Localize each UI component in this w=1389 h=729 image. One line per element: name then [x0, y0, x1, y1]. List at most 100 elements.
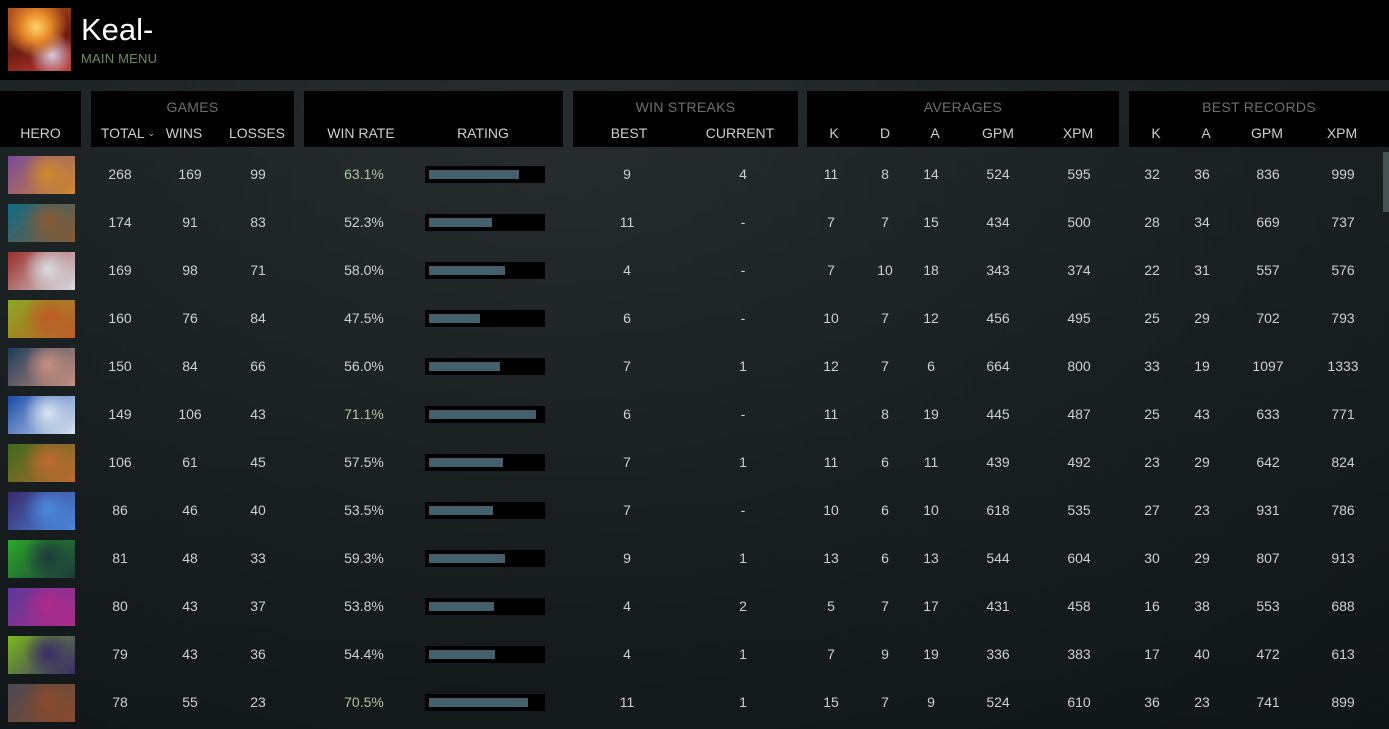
cell-avg-a: 19 [923, 406, 939, 422]
cell-avg-gpm: 434 [986, 214, 1010, 230]
main-menu-link[interactable]: MAIN MENU [81, 51, 158, 66]
cell-streak-best: 7 [623, 502, 631, 518]
hero-portrait-icon[interactable] [8, 684, 75, 722]
column-header-avg-a[interactable]: A [930, 125, 940, 141]
cell-avg-a: 15 [923, 214, 939, 230]
cell-streak-current: 1 [739, 646, 747, 662]
column-header-avg-k[interactable]: K [829, 125, 839, 141]
hero-portrait-icon[interactable] [8, 636, 75, 674]
column-header-wins[interactable]: WINS [165, 125, 203, 141]
header-games-group: GAMES TOTAL ⌄ WINS LOSSES [91, 91, 294, 147]
hero-portrait-icon[interactable] [8, 444, 75, 482]
rating-bar-fill [429, 458, 503, 467]
cell-avg-k: 7 [827, 646, 835, 662]
rating-bar-fill [429, 554, 505, 563]
table-row[interactable]: 86 46 40 53.5% 7 - 10 6 10 618 535 27 23… [0, 488, 1380, 536]
hero-portrait-icon[interactable] [8, 540, 75, 578]
hero-portrait-icon[interactable] [8, 588, 75, 626]
column-header-win-rate[interactable]: WIN RATE [327, 125, 395, 141]
cell-avg-gpm: 544 [986, 550, 1010, 566]
table-row[interactable]: 268 169 99 63.1% 9 4 11 8 14 524 595 32 … [0, 152, 1380, 200]
column-header-avg-d[interactable]: D [879, 125, 891, 141]
vertical-scrollbar[interactable] [1383, 152, 1389, 212]
cell-best-xpm: 771 [1331, 406, 1355, 422]
hero-portrait-icon[interactable] [8, 396, 75, 434]
cell-win-rate: 71.1% [344, 406, 384, 422]
column-header-best-a[interactable]: A [1201, 125, 1211, 141]
table-row[interactable]: 169 98 71 58.0% 4 - 7 10 18 343 374 22 3… [0, 248, 1380, 296]
cell-streak-best: 7 [623, 454, 631, 470]
cell-best-gpm: 553 [1256, 598, 1280, 614]
cell-best-a: 23 [1194, 694, 1210, 710]
column-header-rating[interactable]: RATING [457, 125, 509, 141]
hero-portrait-icon[interactable] [8, 300, 75, 338]
hero-portrait-icon[interactable] [8, 492, 75, 530]
cell-losses: 99 [250, 166, 266, 182]
column-header-best-gpm[interactable]: GPM [1251, 125, 1283, 141]
hero-portrait-icon[interactable] [8, 252, 75, 290]
rating-bar-fill [429, 218, 492, 227]
cell-best-k: 25 [1144, 406, 1160, 422]
hero-portrait-icon[interactable] [8, 348, 75, 386]
column-header-streak-current[interactable]: CURRENT [705, 125, 775, 141]
cell-best-gpm: 669 [1256, 214, 1280, 230]
table-row[interactable]: 106 61 45 57.5% 7 1 11 6 11 439 492 23 2… [0, 440, 1380, 488]
cell-avg-d: 7 [881, 694, 889, 710]
column-header-best-xpm[interactable]: XPM [1326, 125, 1358, 141]
top-bar: Keal- MAIN MENU [0, 0, 1389, 80]
cell-total: 80 [112, 598, 128, 614]
cell-streak-current: - [740, 406, 746, 422]
column-header-losses[interactable]: LOSSES [228, 125, 286, 141]
cell-win-rate: 63.1% [344, 166, 384, 182]
column-header-avg-gpm[interactable]: GPM [982, 125, 1014, 141]
column-header-total[interactable]: TOTAL ⌄ [95, 125, 161, 141]
cell-avg-a: 18 [923, 262, 939, 278]
cell-avg-d: 10 [877, 262, 893, 278]
cell-avg-k: 10 [823, 310, 839, 326]
cell-best-k: 36 [1144, 694, 1160, 710]
rating-bar [425, 358, 545, 375]
cell-best-k: 30 [1144, 550, 1160, 566]
rating-bar [425, 598, 545, 615]
table-row[interactable]: 80 43 37 53.8% 4 2 5 7 17 431 458 16 38 … [0, 584, 1380, 632]
hero-stats-panel: HERO GAMES TOTAL ⌄ WINS LOSSES WIN RATE R… [0, 80, 1389, 729]
table-row[interactable]: 149 106 43 71.1% 6 - 11 8 19 445 487 25 … [0, 392, 1380, 440]
column-header-best-k[interactable]: K [1151, 125, 1161, 141]
cell-win-rate: 59.3% [344, 550, 384, 566]
column-header-hero[interactable]: HERO [20, 125, 61, 141]
rating-bar-fill [429, 506, 493, 515]
cell-best-k: 27 [1144, 502, 1160, 518]
cell-best-gpm: 1097 [1252, 358, 1284, 374]
rating-bar [425, 310, 545, 327]
cell-losses: 71 [250, 262, 266, 278]
cell-losses: 33 [250, 550, 266, 566]
rating-bar [425, 454, 545, 471]
cell-total: 169 [108, 262, 132, 278]
cell-avg-k: 7 [827, 262, 835, 278]
table-row[interactable]: 160 76 84 47.5% 6 - 10 7 12 456 495 25 2… [0, 296, 1380, 344]
column-header-streak-best[interactable]: BEST [610, 125, 648, 141]
cell-avg-k: 7 [827, 214, 835, 230]
cell-streak-best: 4 [623, 646, 631, 662]
cell-wins: 106 [178, 406, 202, 422]
hero-portrait-icon[interactable] [8, 204, 75, 242]
rating-bar-fill [429, 602, 494, 611]
cell-wins: 84 [182, 358, 198, 374]
hero-portrait-icon[interactable] [8, 156, 75, 194]
cell-avg-a: 11 [923, 454, 939, 470]
cell-avg-gpm: 445 [986, 406, 1010, 422]
cell-avg-a: 14 [923, 166, 939, 182]
table-row[interactable]: 79 43 36 54.4% 4 1 7 9 19 336 383 17 40 … [0, 632, 1380, 680]
cell-wins: 46 [182, 502, 198, 518]
cell-wins: 169 [178, 166, 202, 182]
player-name: Keal- [81, 12, 154, 47]
table-row[interactable]: 174 91 83 52.3% 11 - 7 7 15 434 500 28 3… [0, 200, 1380, 248]
table-row[interactable]: 81 48 33 59.3% 9 1 13 6 13 544 604 30 29… [0, 536, 1380, 584]
table-row[interactable]: 78 55 23 70.5% 11 1 15 7 9 524 610 36 23… [0, 680, 1380, 728]
header-best-records-group: BEST RECORDS K A GPM XPM [1129, 91, 1389, 147]
table-row[interactable]: 150 84 66 56.0% 7 1 12 7 6 664 800 33 19… [0, 344, 1380, 392]
cell-avg-xpm: 595 [1067, 166, 1091, 182]
cell-best-xpm: 576 [1331, 262, 1355, 278]
player-avatar[interactable] [8, 8, 71, 71]
column-header-avg-xpm[interactable]: XPM [1062, 125, 1094, 141]
